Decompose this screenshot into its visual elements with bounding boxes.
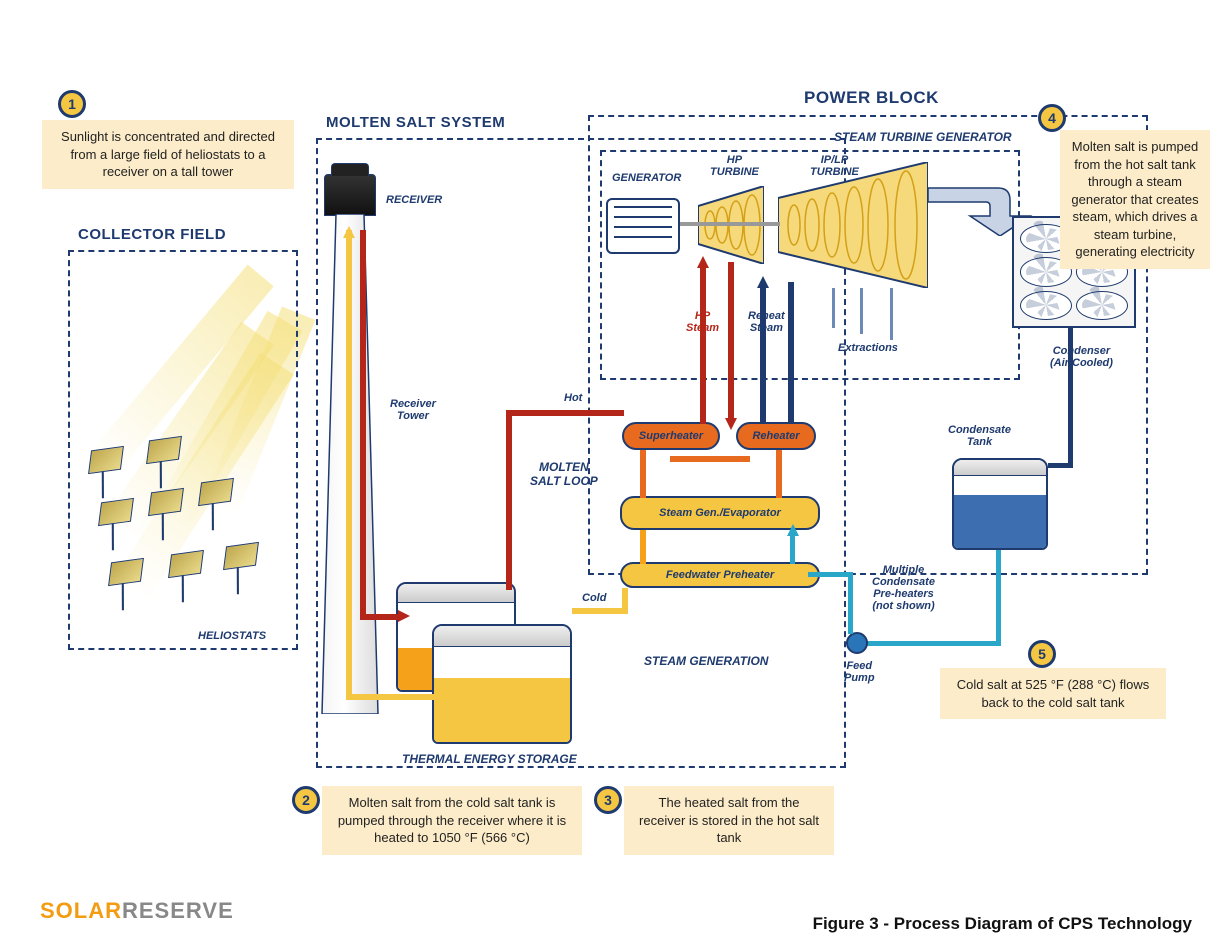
reheat-steam-pipe — [760, 282, 766, 424]
hp-steam-pipe — [728, 262, 734, 424]
receiver-icon — [324, 174, 376, 216]
condensate-tank — [952, 458, 1048, 550]
feed-pump-icon — [846, 632, 868, 654]
cold-salt-pipe — [346, 230, 352, 700]
callout-3: The heated salt from the receiver is sto… — [624, 786, 834, 855]
iplp-turbine-icon — [778, 162, 928, 288]
arrow-right-icon — [398, 610, 410, 622]
stg-label: STEAM TURBINE GENERATOR — [834, 130, 1012, 144]
iplp-turbine-label: IP/LP TURBINE — [810, 154, 859, 178]
salt-loop-pipe — [572, 608, 622, 614]
extraction-pipe — [832, 288, 835, 328]
hp-steam-label: HP Steam — [686, 310, 719, 334]
preheater-label: Feedwater Preheater — [666, 569, 774, 581]
salt-loop-pipe — [640, 530, 646, 564]
arrow-up-icon — [787, 524, 799, 536]
arrow-down-icon — [725, 418, 737, 430]
collector-field-title: COLLECTOR FIELD — [78, 226, 226, 243]
feed-pump-label: Feed Pump — [844, 660, 875, 684]
preheater-box: Feedwater Preheater — [620, 562, 820, 588]
condensate-pipe — [1068, 328, 1073, 468]
cold-salt-pipe — [352, 694, 438, 700]
arrow-up-icon — [757, 276, 769, 288]
callout-4: Molten salt is pumped from the hot salt … — [1060, 130, 1210, 269]
hot-salt-pipe — [506, 410, 624, 416]
condensate-pipe — [1048, 463, 1073, 468]
extraction-pipe — [860, 288, 863, 334]
generator-icon — [606, 198, 680, 254]
feedwater-pipe — [996, 550, 1001, 646]
salt-loop-pipe — [640, 450, 646, 498]
cold-salt-tank — [432, 624, 572, 744]
cond-preheaters-label: Multiple Condensate Pre-heaters (not sho… — [872, 564, 935, 612]
feedwater-pipe — [856, 641, 1001, 646]
heliostat-icon — [108, 558, 144, 586]
condenser-label: Condenser (Air Cooled) — [1050, 345, 1113, 369]
arrow-up-icon — [697, 256, 709, 268]
condensate-tank-label: Condensate Tank — [948, 424, 1011, 448]
callout-badge-3: 3 — [594, 786, 622, 814]
feedwater-pipe — [848, 572, 853, 634]
callout-badge-1: 1 — [58, 90, 86, 118]
arrow-up-icon — [343, 226, 355, 238]
hot-salt-pipe — [360, 614, 402, 620]
generator-label: GENERATOR — [612, 172, 681, 184]
reheat-steam-pipe — [788, 282, 794, 424]
heliostats-label: HELIOSTATS — [198, 630, 266, 642]
diagram-canvas: COLLECTOR FIELD MOLTEN SALT SYSTEM POWER… — [0, 0, 1232, 952]
cold-pipe-label: Cold — [582, 592, 606, 604]
salt-loop-pipe — [776, 450, 782, 498]
receiver-label: RECEIVER — [386, 194, 442, 206]
salt-loop-pipe — [670, 456, 750, 462]
heliostat-icon — [223, 542, 259, 570]
heliostat-icon — [148, 488, 184, 516]
logo-part1: SOLAR — [40, 898, 122, 923]
thermal-storage-label: THERMAL ENERGY STORAGE — [402, 752, 577, 766]
hp-steam-pipe — [700, 262, 706, 424]
superheater-label: Superheater — [639, 430, 703, 442]
superheater-box: Superheater — [622, 422, 720, 450]
reheater-label: Reheater — [752, 430, 799, 442]
callout-1: Sunlight is concentrated and directed fr… — [42, 120, 294, 189]
callout-2: Molten salt from the cold salt tank is p… — [322, 786, 582, 855]
power-block-title: POWER BLOCK — [804, 88, 939, 108]
salt-loop-pipe — [622, 588, 628, 614]
feedwater-pipe — [808, 572, 852, 577]
molten-salt-title: MOLTEN SALT SYSTEM — [326, 114, 505, 131]
hot-salt-pipe — [360, 230, 366, 620]
tower-label: Receiver Tower — [390, 398, 436, 422]
logo: SOLARRESERVE — [40, 898, 234, 924]
heliostat-icon — [88, 446, 124, 474]
hot-pipe-label: Hot — [564, 392, 582, 404]
hot-salt-pipe — [506, 410, 512, 590]
salt-loop-label: MOLTEN SALT LOOP — [530, 460, 598, 488]
heliostat-icon — [98, 498, 134, 526]
callout-badge-5: 5 — [1028, 640, 1056, 668]
reheat-steam-label: Reheat Steam — [748, 310, 785, 334]
heliostat-icon — [198, 478, 234, 506]
callout-5: Cold salt at 525 °F (288 °C) flows back … — [940, 668, 1166, 719]
extraction-pipe — [890, 288, 893, 340]
evaporator-label: Steam Gen./Evaporator — [659, 507, 781, 519]
hp-turbine-label: HP TURBINE — [710, 154, 759, 178]
heliostat-icon — [168, 550, 204, 578]
extractions-label: Extractions — [838, 342, 898, 354]
reheater-box: Reheater — [736, 422, 816, 450]
heliostat-icon — [146, 436, 182, 464]
callout-badge-4: 4 — [1038, 104, 1066, 132]
shaft — [680, 222, 780, 226]
steam-gen-label: STEAM GENERATION — [644, 654, 768, 668]
callout-badge-2: 2 — [292, 786, 320, 814]
figure-caption: Figure 3 - Process Diagram of CPS Techno… — [813, 914, 1192, 934]
logo-part2: RESERVE — [122, 898, 234, 923]
